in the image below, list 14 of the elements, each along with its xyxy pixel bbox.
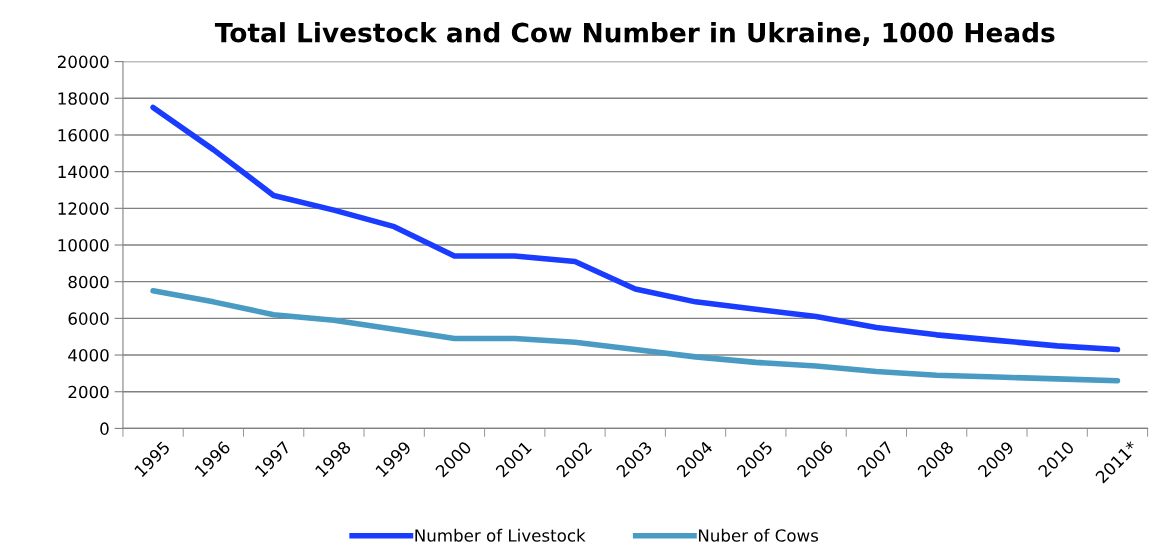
chart-title: Total Livestock and Cow Number in Ukraine, 1000 Heads bbox=[214, 22, 1055, 46]
y-tick-label: 14000 bbox=[58, 165, 109, 179]
y-tick-label: 12000 bbox=[58, 202, 109, 215]
y-tick-label: 8000 bbox=[68, 275, 109, 289]
y-tick-label: 18000 bbox=[58, 92, 109, 105]
y-tick-label: 0 bbox=[100, 422, 109, 435]
y-tick-label: 10000 bbox=[58, 238, 109, 252]
y-tick-label: 4000 bbox=[68, 349, 109, 362]
legend-label: Nuber of Cows bbox=[698, 528, 819, 542]
y-tick-label: 16000 bbox=[58, 128, 109, 142]
y-tick-label: 2000 bbox=[68, 385, 109, 399]
y-tick-label: 6000 bbox=[68, 312, 109, 325]
legend-label: Number of Livestock bbox=[415, 528, 586, 542]
y-tick-label: 20000 bbox=[57, 55, 109, 69]
